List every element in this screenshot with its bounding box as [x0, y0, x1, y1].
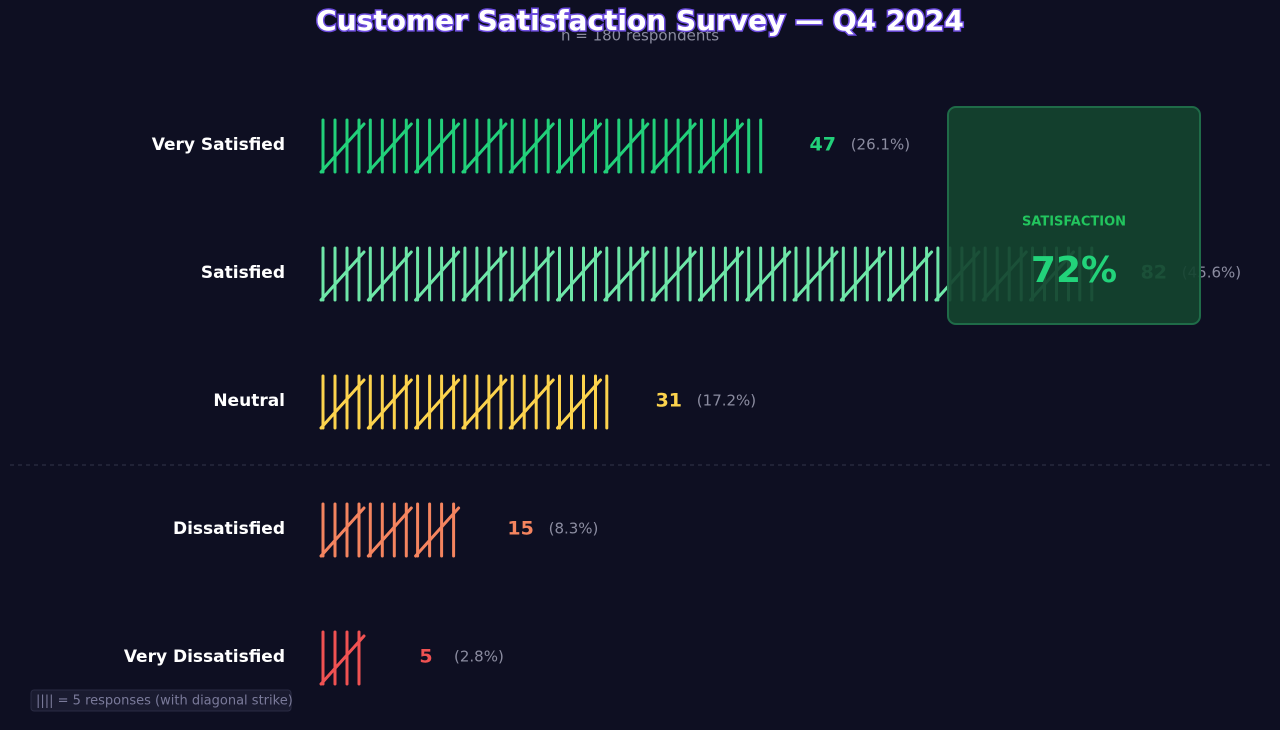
percent-label: (17.2%) [697, 392, 756, 410]
tally-strike [508, 378, 555, 430]
tally-strike [319, 250, 366, 302]
tally-strike [319, 378, 366, 430]
tally [319, 374, 609, 430]
tally-strike [461, 378, 508, 430]
tally-strike [319, 634, 366, 686]
tally-strike [556, 378, 602, 430]
category-label: Satisfied [201, 263, 285, 283]
tally-strike [414, 250, 461, 302]
kpi-value: 72% [1031, 250, 1117, 291]
category-label: Dissatisfied [173, 519, 285, 539]
chart-subtitle: n = 180 respondents [561, 27, 719, 45]
category-label: Very Satisfied [152, 135, 285, 155]
tally-strike [650, 122, 697, 174]
legend-note: |||| = 5 responses (with diagonal strike… [36, 694, 293, 709]
tally-strike [319, 506, 366, 558]
tally-strike [697, 250, 744, 302]
tally-strike [366, 250, 413, 302]
tally-strike [508, 250, 555, 302]
kpi-box [947, 106, 1201, 325]
tally-strike [556, 250, 602, 302]
tally [319, 118, 763, 174]
tally-strike [697, 122, 744, 174]
tally-strike [414, 122, 461, 174]
tally-strike [792, 250, 839, 302]
category-label: Neutral [213, 391, 285, 411]
chart-title: Customer Satisfaction Survey — Q4 2024 [316, 4, 964, 37]
tally-strike [366, 378, 413, 430]
value-label: 15 [507, 518, 533, 540]
tally-strike [745, 250, 792, 302]
value-label: 5 [419, 646, 432, 668]
tally-strike [414, 378, 461, 430]
percent-label: (2.8%) [454, 648, 504, 666]
tally-strike [366, 122, 413, 174]
tally [319, 630, 366, 686]
tally-strike [887, 250, 934, 302]
tally-strike [461, 250, 508, 302]
tally-strike [650, 250, 697, 302]
value-label: 31 [656, 390, 682, 412]
tally-strike [603, 122, 650, 174]
tally-strike [603, 250, 650, 302]
percent-label: (26.1%) [851, 136, 910, 154]
percent-label: (8.3%) [549, 520, 599, 538]
tally-strike [556, 122, 602, 174]
tally [319, 502, 461, 558]
category-label: Very Dissatisfied [124, 647, 285, 667]
tally-strike [839, 250, 886, 302]
kpi-label: SATISFACTION [1022, 215, 1126, 230]
tally-strike [461, 122, 508, 174]
value-label: 47 [809, 134, 835, 156]
tally-strike [508, 122, 555, 174]
tally-strike [414, 506, 461, 558]
tally-strike [366, 506, 413, 558]
legend-box [30, 689, 292, 712]
tally-strike [319, 122, 366, 174]
